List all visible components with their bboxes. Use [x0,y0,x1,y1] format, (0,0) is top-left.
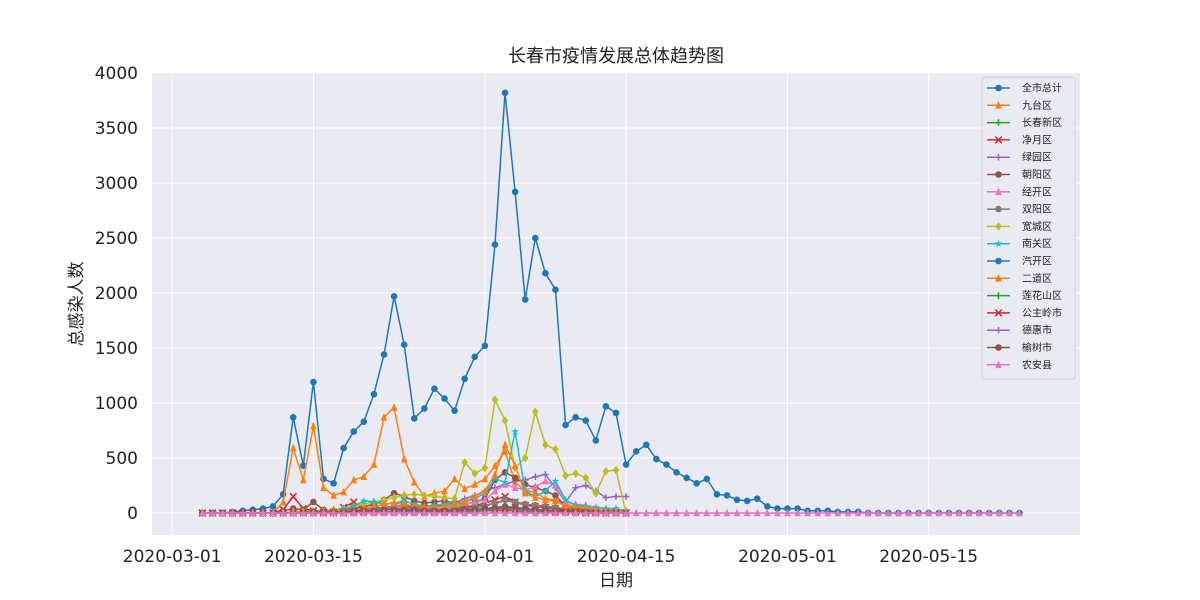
data-point [734,497,741,504]
y-axis-label: 总感染人数 [67,262,87,347]
data-point [411,415,418,422]
data-point [431,385,438,392]
data-point [361,418,368,425]
legend-label: 朝阳区 [1022,169,1052,181]
legend-label: 经开区 [1022,185,1052,198]
data-point [643,442,650,449]
x-tick-label: 2020-03-15 [264,547,363,567]
data-point [340,445,347,452]
data-point [441,395,448,402]
data-point [310,499,317,506]
data-point [290,414,297,421]
legend: 全市总计九台区长春新区净月区绿园区朝阳区经开区双阳区宽城区南关区汽开区二道区莲花… [982,77,1075,379]
plot-area [152,73,1080,535]
data-point [350,428,357,435]
data-point [502,497,509,504]
data-point [653,456,660,463]
y-tick-label: 2500 [95,229,138,249]
data-point [995,206,1002,213]
data-point [995,171,1002,178]
data-point [482,343,489,350]
data-point [391,293,398,300]
x-tick-label: 2020-05-15 [879,547,978,567]
legend-label: 农安县 [1022,358,1052,371]
data-point [693,480,700,487]
x-tick-label: 2020-04-15 [577,547,676,567]
data-point [542,270,549,277]
legend-label: 宽城区 [1022,220,1052,233]
data-point [492,241,499,248]
x-tick-label: 2020-04-01 [435,547,534,567]
data-point [673,469,680,476]
data-point [633,448,640,455]
legend-label: 净月区 [1022,133,1052,146]
legend-label: 绿园区 [1022,151,1052,164]
legend-label: 长春新区 [1022,116,1062,129]
data-point [401,341,408,348]
legend-label: 德惠市 [1022,324,1052,337]
data-point [371,391,378,398]
data-point [572,414,579,421]
data-point [724,492,731,499]
data-point [512,475,519,482]
y-tick-label: 0 [127,504,138,524]
data-point [995,344,1002,351]
legend-label: 二道区 [1022,272,1052,285]
x-tick-label: 2020-05-01 [738,547,837,567]
legend-label: 榆树市 [1022,341,1052,354]
y-tick-label: 3000 [95,174,138,194]
data-point [683,475,690,482]
data-point [562,422,569,429]
data-point [532,235,539,242]
legend-label: 莲花山区 [1022,289,1062,302]
data-point [310,379,317,386]
data-point [593,437,600,444]
legend-label: 九台区 [1022,99,1052,112]
data-point [522,296,529,303]
legend-label: 汽开区 [1022,255,1052,268]
data-point [613,410,620,417]
data-point [995,85,1002,92]
data-point [663,461,670,468]
y-tick-label: 1500 [95,339,138,359]
data-point [552,286,559,293]
chart-title: 长春市疫情发展总体趋势图 [508,46,724,67]
data-point [603,403,610,410]
y-tick-label: 2000 [95,284,138,304]
data-point [461,376,468,383]
data-point [502,90,509,97]
data-point [623,461,630,468]
legend-label: 南关区 [1022,237,1052,250]
legend-label: 公主岭市 [1022,306,1062,319]
legend-label: 双阳区 [1022,204,1052,216]
y-tick-label: 4000 [95,64,138,84]
data-point [421,405,428,412]
x-axis-label: 日期 [599,571,633,591]
y-tick-labels: 0 500 1000 1500 2000 2500 3000 3500 4000 [95,64,138,524]
y-tick-label: 500 [106,449,138,469]
data-point [330,480,337,487]
data-point [703,476,710,483]
data-point [381,351,388,358]
data-point [744,498,751,505]
data-point [714,491,721,498]
x-tick-label: 2020-03-01 [123,547,222,567]
x-tick-labels: 2020-03-01 2020-03-15 2020-04-01 2020-04-15… [123,547,978,567]
data-point [471,354,478,361]
data-point [582,417,589,424]
legend-label: 全市总计 [1022,82,1062,95]
data-point [451,407,458,414]
data-point [754,495,761,502]
y-tick-label: 1000 [95,394,138,414]
data-point [512,189,519,196]
y-tick-label: 3500 [95,119,138,139]
data-point [995,258,1002,265]
